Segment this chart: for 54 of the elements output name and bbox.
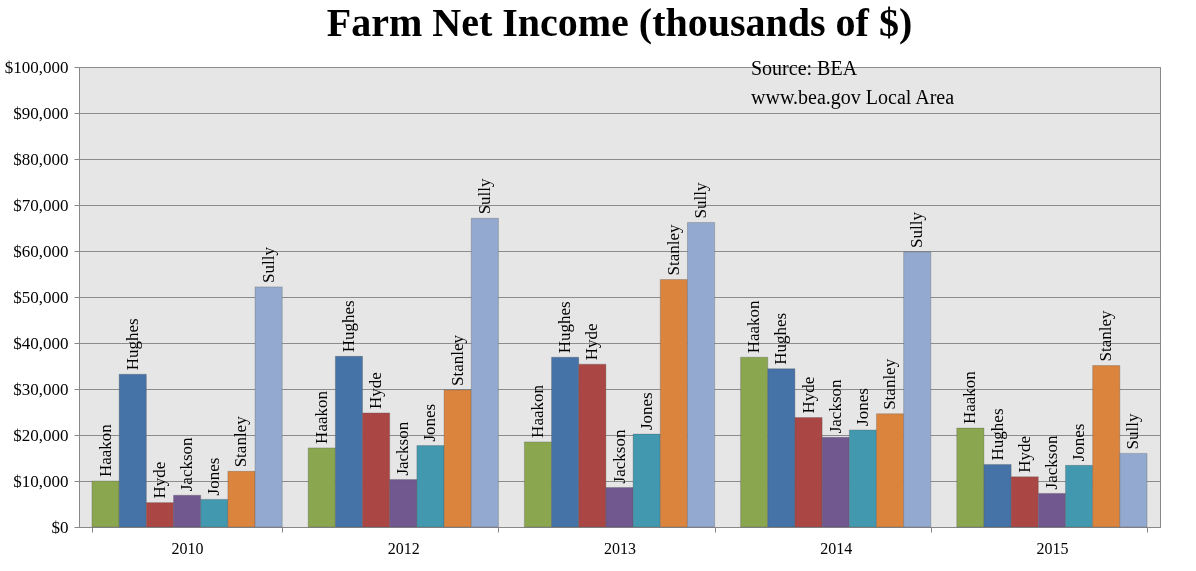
text: Jones xyxy=(852,388,872,426)
text: Hyde xyxy=(582,323,602,361)
text: Stanley xyxy=(1096,310,1116,362)
annotation: Source: BEA xyxy=(751,57,858,79)
text: Jones xyxy=(420,403,440,442)
y-tick-label: $80,000 xyxy=(13,149,69,169)
text: Jackson xyxy=(1041,435,1061,490)
text: Hughes xyxy=(987,408,1007,461)
text: Stanley xyxy=(231,415,251,468)
text: Haakon xyxy=(527,385,547,438)
text: Hyde xyxy=(149,461,169,499)
y-tick-label: $20,000 xyxy=(13,425,69,445)
text: Jackson xyxy=(609,429,629,484)
text: Jones xyxy=(1069,423,1089,462)
text: Haakon xyxy=(311,391,331,444)
x-tick-label: 2013 xyxy=(604,539,636,557)
text: Jackson xyxy=(825,379,845,434)
y-tick-label: $70,000 xyxy=(13,195,69,215)
text: Stanley xyxy=(880,358,900,410)
chart-title: Farm Net Income (thousands of $) xyxy=(326,0,913,45)
text: Hughes xyxy=(555,301,575,354)
text: Hughes xyxy=(122,318,142,371)
text: Stanley xyxy=(447,334,467,386)
y-tick-label: $30,000 xyxy=(13,379,69,399)
y-tick-label: $40,000 xyxy=(13,333,69,353)
text: Hyde xyxy=(798,376,818,414)
text: Hyde xyxy=(1014,436,1034,473)
y-tick-label: $60,000 xyxy=(13,241,69,261)
text: Sully xyxy=(258,246,278,283)
text: Sully xyxy=(907,212,927,248)
text: Hughes xyxy=(771,312,791,365)
y-tick-label: $0 xyxy=(51,517,69,537)
y-tick-label: $100,000 xyxy=(4,57,69,77)
text: Sully xyxy=(691,182,711,219)
text: Haakon xyxy=(95,423,115,477)
text: Sully xyxy=(474,178,494,215)
text: Sully xyxy=(1123,413,1143,450)
text: Haakon xyxy=(960,371,980,425)
x-tick-label: 2015 xyxy=(1036,539,1069,557)
text: Hyde xyxy=(366,372,386,409)
text: Jackson xyxy=(393,421,413,476)
x-tick-label: 2010 xyxy=(171,539,204,557)
text: Jones xyxy=(204,457,224,496)
y-tick-label: $50,000 xyxy=(13,287,69,307)
x-tick-label: 2014 xyxy=(820,539,853,557)
y-tick-label: $90,000 xyxy=(13,103,69,123)
text: Jackson xyxy=(177,436,197,492)
text: Stanley xyxy=(663,224,683,276)
y-tick-label: $10,000 xyxy=(13,471,69,491)
text: Haakon xyxy=(744,300,764,354)
annotation: www.bea.gov Local Area xyxy=(751,86,955,109)
text: Jones xyxy=(636,392,656,431)
x-tick-label: 2012 xyxy=(387,539,420,557)
text: Hughes xyxy=(338,300,358,353)
